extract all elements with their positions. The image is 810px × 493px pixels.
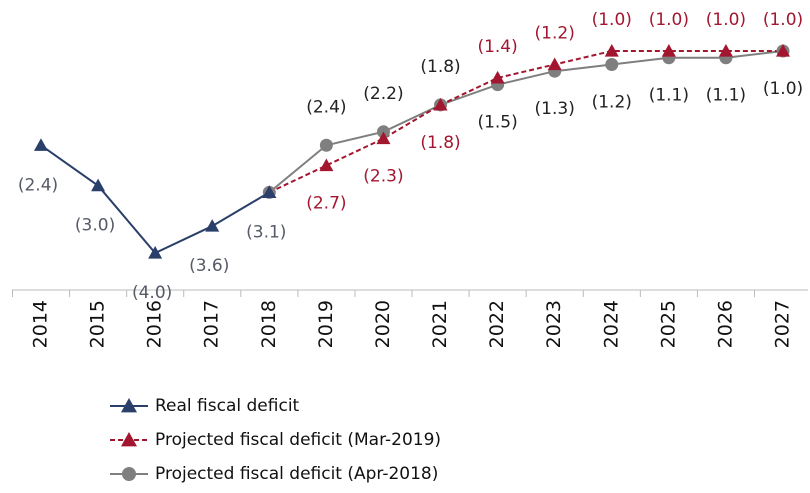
series-line xyxy=(268,50,784,194)
data-label: (1.0) xyxy=(763,10,803,30)
data-label: (1.2) xyxy=(592,92,632,112)
point xyxy=(605,57,619,71)
data-label: (1.3) xyxy=(535,99,575,119)
x-tick-label: 2027 xyxy=(772,300,794,348)
point xyxy=(604,44,619,57)
x-tick-label: 2020 xyxy=(372,300,394,348)
data-label: (2.4) xyxy=(306,97,346,117)
data-label: (2.7) xyxy=(306,193,346,213)
data-label: (4.0) xyxy=(132,283,172,303)
data-label: (2.3) xyxy=(363,167,403,187)
data-label: (2.4) xyxy=(18,175,58,195)
x-tick-label: 2014 xyxy=(30,300,52,348)
legend-marker xyxy=(122,467,136,481)
point xyxy=(547,57,562,71)
point xyxy=(661,44,676,57)
data-label: (3.6) xyxy=(189,256,229,276)
point xyxy=(376,131,391,145)
legend-marker xyxy=(121,432,137,447)
data-label: (3.1) xyxy=(246,222,286,242)
point xyxy=(91,178,106,192)
data-label: (1.4) xyxy=(477,37,517,57)
x-tick-label: 2016 xyxy=(144,300,166,348)
x-tick-label: 2015 xyxy=(87,300,109,348)
legend-label: Real fiscal deficit xyxy=(155,396,300,416)
data-label: (1.1) xyxy=(706,86,746,106)
legend-marker xyxy=(121,398,137,413)
point xyxy=(148,246,163,259)
series-line xyxy=(268,50,783,194)
point xyxy=(718,44,733,57)
legend-label: Projected fiscal deficit (Mar-2019) xyxy=(155,430,441,450)
point xyxy=(433,97,448,111)
legend-label: Projected fiscal deficit (Apr-2018) xyxy=(155,464,438,484)
data-label: (1.8) xyxy=(420,57,460,77)
x-tick-label: 2024 xyxy=(600,300,622,348)
point xyxy=(776,44,790,57)
data-label: (1.0) xyxy=(592,10,632,30)
data-label: (1.0) xyxy=(706,10,746,30)
x-tick-label: 2022 xyxy=(486,300,508,348)
point xyxy=(262,185,277,198)
data-label: (3.0) xyxy=(75,216,115,236)
data-label: (1.0) xyxy=(763,79,803,99)
data-label: (1.8) xyxy=(420,133,460,153)
data-label: (1.1) xyxy=(649,86,689,106)
point xyxy=(490,70,505,84)
data-label: (1.5) xyxy=(477,113,517,133)
x-tick-label: 2023 xyxy=(543,300,565,348)
data-label: (2.2) xyxy=(363,84,403,104)
x-tick-label: 2018 xyxy=(258,300,280,348)
point xyxy=(34,138,48,151)
point xyxy=(319,138,333,152)
x-tick-label: 2025 xyxy=(657,300,679,348)
data-label: (1.2) xyxy=(535,23,575,43)
x-tick-label: 2017 xyxy=(201,300,223,348)
point xyxy=(319,158,334,172)
x-tick-label: 2021 xyxy=(429,300,451,348)
data-label: (1.0) xyxy=(649,10,689,30)
x-tick-label: 2026 xyxy=(714,300,736,348)
series-line xyxy=(40,144,270,255)
x-tick-label: 2019 xyxy=(315,300,337,348)
point xyxy=(205,219,220,232)
